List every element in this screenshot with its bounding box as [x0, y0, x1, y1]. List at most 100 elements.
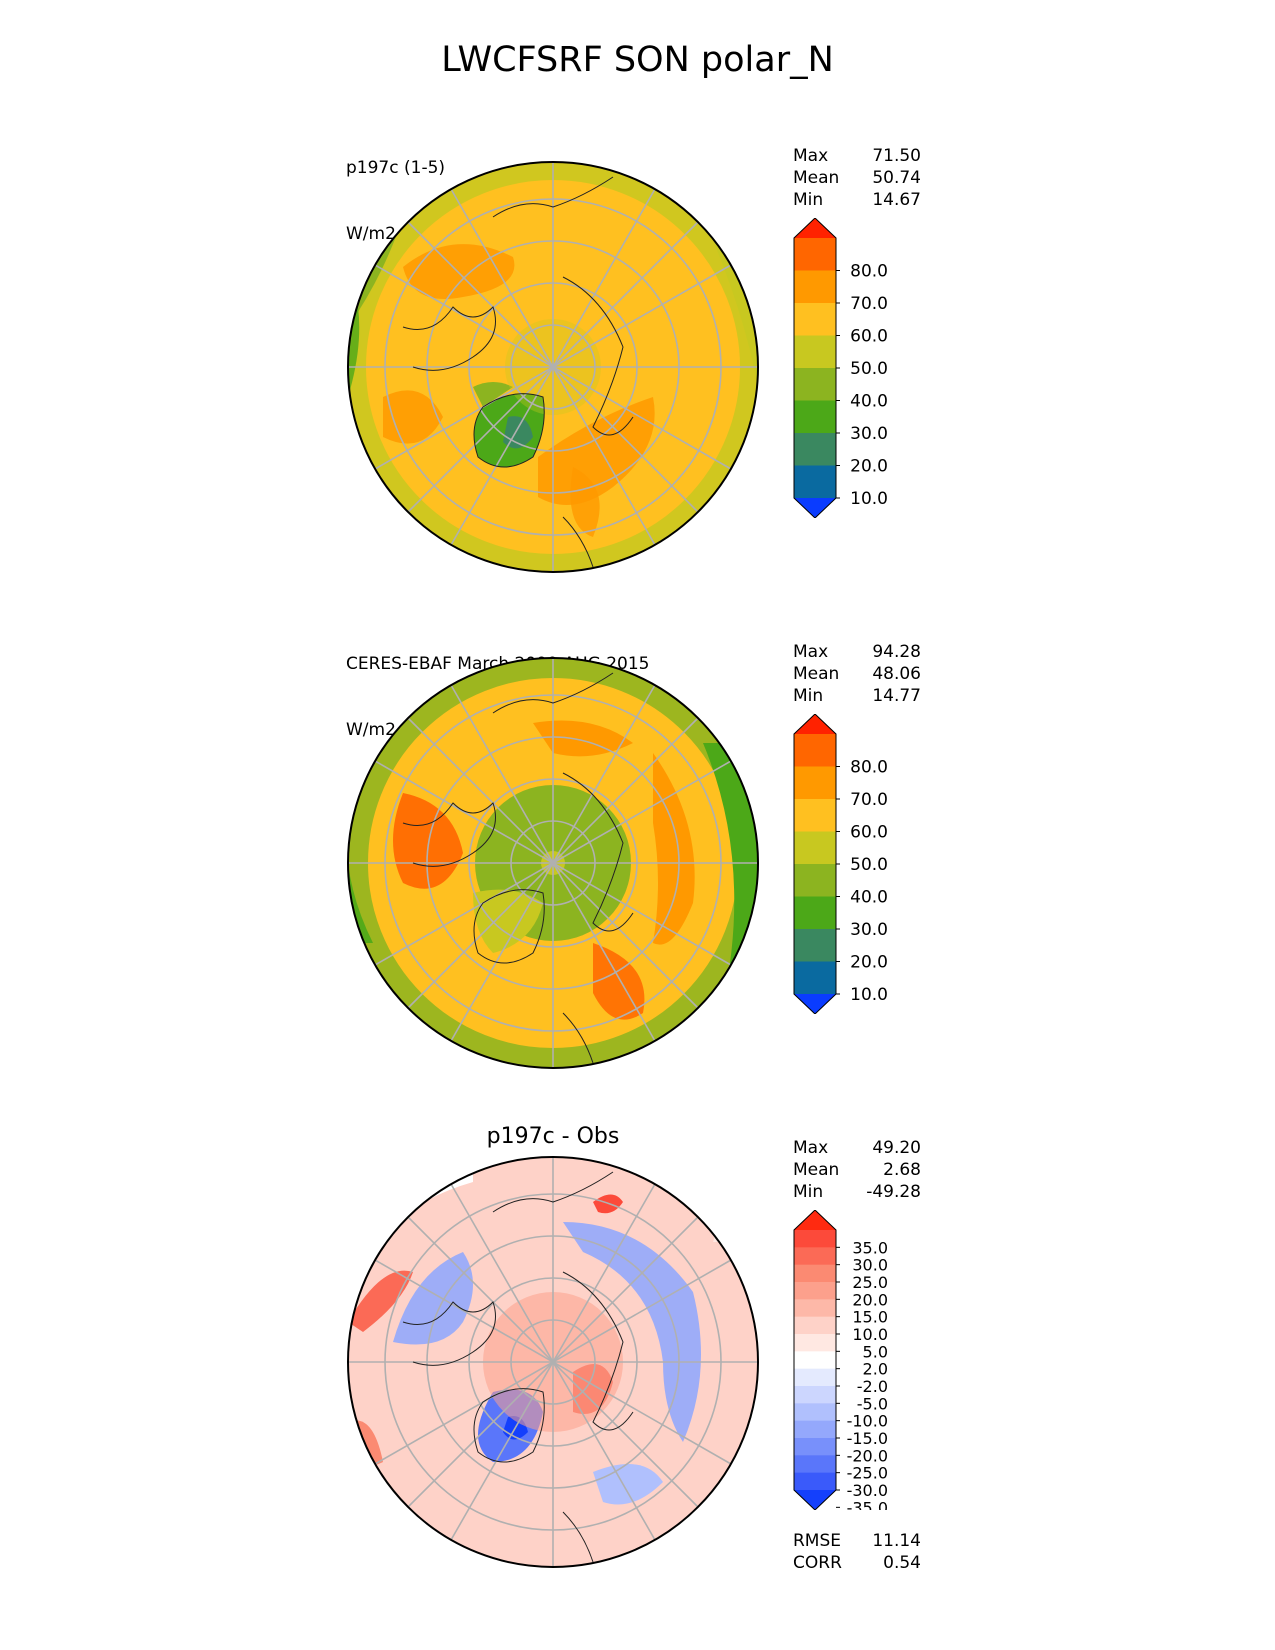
stat-name: Mean: [793, 168, 840, 188]
stat-row: Min -49.28: [793, 1181, 921, 1203]
colorbar-tick-label: -5.0: [857, 1394, 888, 1413]
colorbar-tick-label: 35.0: [852, 1238, 888, 1257]
colorbar-tick-label: 5.0: [863, 1342, 888, 1361]
panel-1-case-name: p197c (1-5): [346, 158, 446, 178]
colorbar-segment: [794, 1316, 836, 1335]
metric-name: RMSE: [793, 1531, 842, 1551]
panel-3-stats: Max 49.20 Mean 2.68 Min -49.28: [793, 1137, 921, 1203]
colorbar-segment: [794, 766, 836, 800]
colorbar-segment: [794, 864, 836, 897]
stat-name: Max: [793, 1138, 829, 1158]
colorbar-tick-label: 70.0: [850, 294, 888, 314]
colorbar-segment: [794, 218, 836, 238]
panel-3-title: p197c - Obs: [486, 1124, 620, 1149]
metric-name: CORR: [793, 1553, 842, 1573]
colorbar-segment: [794, 1210, 836, 1230]
colorbar-segment: [794, 1490, 836, 1510]
panel-2-units: W/m2: [346, 720, 396, 740]
colorbar-segment: [794, 1455, 836, 1474]
stat-name: Min: [793, 686, 824, 706]
colorbar-tick-label: 60.0: [850, 823, 888, 843]
stat-name: Min: [793, 1182, 824, 1202]
colorbar-segment: [794, 1230, 836, 1248]
colorbar-segment: [794, 1403, 836, 1422]
stat-row: Mean 48.06: [793, 663, 921, 685]
colorbar-segment: [794, 1299, 836, 1318]
stat-name: Max: [793, 642, 829, 662]
colorbar-segment: [794, 799, 836, 832]
colorbar-tick-label: 40.0: [850, 888, 888, 908]
colorbar-tick-label: 30.0: [850, 424, 888, 444]
stat-value: 2.68: [883, 1160, 921, 1180]
colorbar-tick-label: -20.0: [847, 1446, 888, 1465]
colorbar-segment: [794, 400, 836, 434]
colorbar-segment: [794, 734, 836, 767]
panel-1-label: p197c (1-5) W/m2: [346, 113, 445, 267]
colorbar-tick-label: 20.0: [850, 457, 888, 477]
metric-row: RMSE 11.14: [793, 1530, 921, 1552]
stat-value: 50.74: [872, 168, 921, 188]
panel-3-metrics: RMSE 11.14 CORR 0.54: [793, 1530, 921, 1574]
colorbar-tick-label: -2.0: [857, 1377, 888, 1396]
colorbar-tick-label: 30.0: [852, 1256, 888, 1275]
colorbar-tick-label: 10.0: [852, 1325, 888, 1344]
stat-value: 71.50: [872, 146, 921, 166]
colorbar-tick-label: 50.0: [850, 855, 888, 875]
metric-value: 0.54: [883, 1553, 921, 1573]
colorbar-tick-label: 80.0: [850, 262, 888, 282]
colorbar-segment: [794, 1420, 836, 1439]
stat-value: 14.77: [872, 686, 921, 706]
stat-name: Min: [793, 190, 824, 210]
colorbar-segment: [794, 433, 836, 466]
colorbar-segment: [794, 961, 836, 995]
colorbar-segment: [794, 1386, 836, 1404]
stat-value: 49.20: [872, 1138, 921, 1158]
stat-row: Max 94.28: [793, 641, 921, 663]
panel-1-units: W/m2: [346, 224, 396, 244]
stat-row: Max 49.20: [793, 1137, 921, 1159]
colorbar-tick-label: 20.0: [850, 953, 888, 973]
metric-value: 11.14: [872, 1531, 921, 1551]
colorbar-tick-label: 20.0: [852, 1290, 888, 1309]
colorbar-tick-label: -10.0: [847, 1412, 888, 1431]
stat-name: Max: [793, 146, 829, 166]
colorbar-tick-label: 60.0: [850, 327, 888, 347]
colorbar-tick-label: 70.0: [850, 790, 888, 810]
colorbar-tick-label: 10.0: [850, 489, 888, 509]
colorbar-tick-label: -25.0: [847, 1464, 888, 1483]
colorbar-tick-label: 30.0: [850, 920, 888, 940]
colorbar-tick-label: 15.0: [852, 1308, 888, 1327]
colorbar-tick-label: 10.0: [850, 985, 888, 1005]
colorbar-segment: [794, 831, 836, 865]
colorbar-tick-label: -15.0: [847, 1429, 888, 1448]
colorbar-segment: [794, 335, 836, 369]
colorbar-segment: [794, 1247, 836, 1266]
panel-1-colorbar: 80.070.060.050.040.030.020.010.00.0: [793, 218, 888, 518]
colorbar-tick-label: -35.0: [847, 1498, 888, 1510]
colorbar-segment: [794, 714, 836, 734]
stat-name: Mean: [793, 664, 840, 684]
colorbar-tick-label: 25.0: [852, 1273, 888, 1292]
stat-value: 14.67: [872, 190, 921, 210]
colorbar-segment: [794, 498, 836, 518]
stat-name: Mean: [793, 1160, 840, 1180]
colorbar-tick-label: 80.0: [850, 758, 888, 778]
panel-2-colorbar: 80.070.060.050.040.030.020.010.00.0: [793, 714, 888, 1014]
colorbar-segment: [794, 465, 836, 499]
colorbar-segment: [794, 1264, 836, 1283]
colorbar-segment: [794, 368, 836, 401]
colorbar-segment: [794, 238, 836, 271]
panel-1-map: [347, 161, 759, 573]
colorbar-segment: [794, 303, 836, 336]
colorbar-segment: [794, 1282, 836, 1300]
stat-value: 94.28: [872, 642, 921, 662]
panel-3-colorbar: 35.030.025.020.015.010.05.02.0-2.0-5.0-1…: [793, 1210, 888, 1510]
colorbar-segment: [794, 1368, 836, 1387]
stat-value: -49.28: [866, 1182, 921, 1202]
colorbar-segment: [794, 929, 836, 962]
figure-title: LWCFSRF SON polar_N: [441, 40, 834, 80]
colorbar-segment: [794, 1438, 836, 1456]
colorbar-segment: [794, 896, 836, 930]
stat-row: Min 14.77: [793, 685, 921, 707]
panel-3-map: [347, 1156, 759, 1568]
